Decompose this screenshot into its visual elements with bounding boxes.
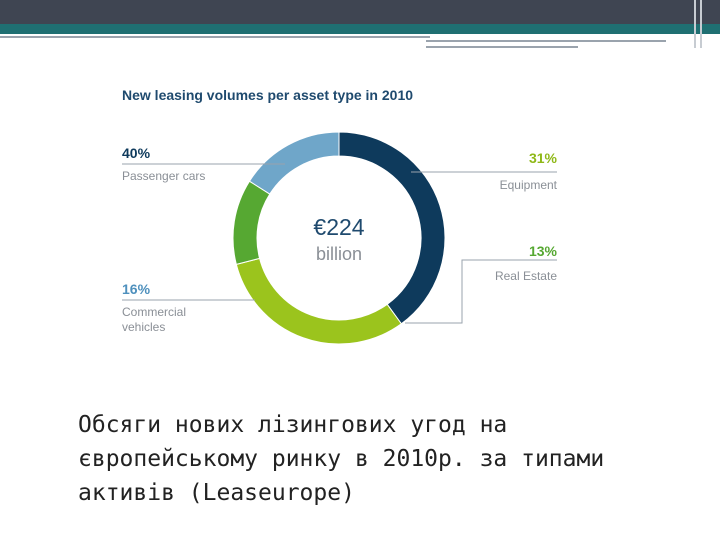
chart-title: New leasing volumes per asset type in 20… bbox=[122, 87, 413, 103]
decor-line bbox=[0, 36, 430, 38]
slice-labels: 40% Passenger cars 31% Equipment 13% Real Est… bbox=[122, 145, 558, 334]
value-label-real-estate: 13% bbox=[529, 243, 558, 259]
category-label-equipment: Equipment bbox=[500, 178, 558, 192]
donut-slices bbox=[232, 131, 446, 345]
decor-line bbox=[426, 40, 666, 42]
category-label-real-estate: Real Estate bbox=[495, 269, 557, 283]
decor-vertical-line bbox=[700, 0, 702, 48]
slide-accent-stripe bbox=[0, 24, 720, 34]
caption-line-2: європейському ринку в 2010р. за типами bbox=[78, 446, 605, 472]
value-label-commercial-vehicles: 16% bbox=[122, 281, 151, 297]
category-label-commercial-vehicles: Commercial vehicles bbox=[122, 305, 186, 334]
leader-line-real-estate bbox=[405, 259, 557, 324]
value-label-passenger-cars: 40% bbox=[122, 145, 151, 161]
center-total-value: €224 bbox=[313, 214, 364, 240]
center-total-unit: billion bbox=[316, 244, 362, 264]
value-label-equipment: 31% bbox=[529, 150, 558, 166]
donut-slice-commercial-vehicles bbox=[248, 131, 340, 195]
decor-vertical-line bbox=[694, 0, 696, 48]
donut-slice-equipment bbox=[235, 257, 403, 345]
donut-slice-real-estate bbox=[232, 180, 271, 265]
decor-line bbox=[426, 46, 578, 48]
slide-caption: Обсяги нових лізингових угод на європейс… bbox=[78, 408, 698, 510]
donut-chart: New leasing volumes per asset type in 20… bbox=[122, 87, 558, 345]
category-label-passenger-cars: Passenger cars bbox=[122, 169, 205, 183]
caption-line-1: Обсяги нових лізингових угод на bbox=[78, 412, 508, 438]
caption-line-3: активів (Leaseurope) bbox=[78, 480, 355, 506]
slide-top-bar bbox=[0, 0, 720, 24]
